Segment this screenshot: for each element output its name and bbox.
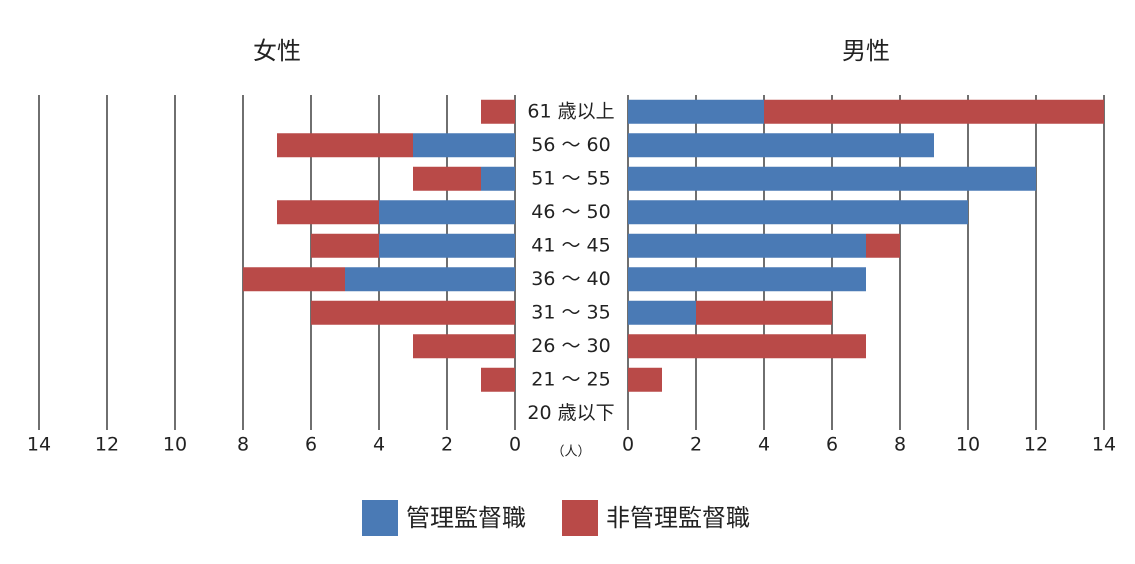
legend-label: 管理監督職	[406, 504, 526, 532]
category-label: 36 ～ 40	[531, 268, 610, 290]
category-label: 20 歳以下	[527, 402, 614, 424]
bar	[311, 300, 515, 325]
x-tick-label: 0	[622, 434, 634, 456]
category-label: 26 ～ 30	[531, 335, 610, 357]
x-tick-label: 6	[305, 434, 317, 456]
bar	[696, 300, 832, 325]
bar	[628, 367, 662, 392]
bar	[628, 300, 696, 325]
bar	[628, 99, 764, 124]
bar	[311, 233, 379, 258]
x-tick-label: 8	[894, 434, 906, 456]
bar	[628, 200, 968, 225]
category-label: 31 ～ 35	[531, 301, 610, 323]
x-tick-label: 14	[27, 434, 51, 456]
x-tick-label: 2	[690, 434, 702, 456]
x-tick-label: 14	[1092, 434, 1116, 456]
bar	[379, 233, 515, 258]
x-tick-label: 2	[441, 434, 453, 456]
category-label: 56 ～ 60	[531, 134, 610, 156]
x-tick-label: 12	[95, 434, 119, 456]
bar	[481, 367, 515, 392]
bar	[628, 267, 866, 292]
panel-title: 男性	[842, 37, 890, 65]
x-tick-label: 10	[956, 434, 980, 456]
category-label: 46 ～ 50	[531, 201, 610, 223]
unit-label: （人）	[551, 445, 590, 460]
x-tick-label: 6	[826, 434, 838, 456]
x-tick-label: 8	[237, 434, 249, 456]
bar	[481, 166, 515, 191]
x-tick-label: 12	[1024, 434, 1048, 456]
bar	[628, 166, 1036, 191]
legend-swatch	[562, 500, 598, 536]
x-tick-label: 4	[758, 434, 770, 456]
bar	[413, 334, 515, 359]
bar	[413, 133, 515, 158]
x-tick-label: 0	[509, 434, 521, 456]
bar	[628, 233, 866, 258]
bar	[277, 200, 379, 225]
bar	[345, 267, 515, 292]
bar	[379, 200, 515, 225]
x-tick-label: 4	[373, 434, 385, 456]
bar	[413, 166, 481, 191]
bar	[243, 267, 345, 292]
category-label: 51 ～ 55	[531, 167, 610, 189]
legend-label: 非管理監督職	[606, 504, 750, 532]
category-label: 21 ～ 25	[531, 368, 610, 390]
x-tick-label: 10	[163, 434, 187, 456]
bar	[764, 99, 1104, 124]
legend-swatch	[362, 500, 398, 536]
bar	[628, 133, 934, 158]
category-label: 41 ～ 45	[531, 234, 610, 256]
bar	[481, 99, 515, 124]
bar	[628, 334, 866, 359]
bar	[277, 133, 413, 158]
category-label: 61 歳以上	[527, 100, 614, 122]
panel-title: 女性	[253, 37, 301, 65]
bar	[866, 233, 900, 258]
